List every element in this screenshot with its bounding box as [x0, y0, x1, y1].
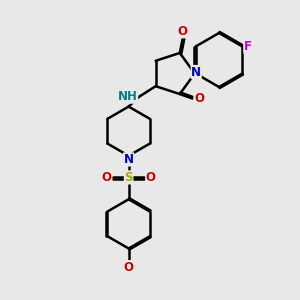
Text: N: N — [191, 65, 201, 79]
Text: F: F — [244, 40, 252, 53]
Text: O: O — [101, 171, 111, 184]
Text: N: N — [124, 153, 134, 166]
Text: O: O — [178, 25, 188, 38]
Text: O: O — [124, 261, 134, 274]
Text: O: O — [194, 92, 204, 105]
Text: S: S — [124, 171, 133, 184]
Text: O: O — [146, 171, 156, 184]
Text: NH: NH — [118, 90, 138, 103]
